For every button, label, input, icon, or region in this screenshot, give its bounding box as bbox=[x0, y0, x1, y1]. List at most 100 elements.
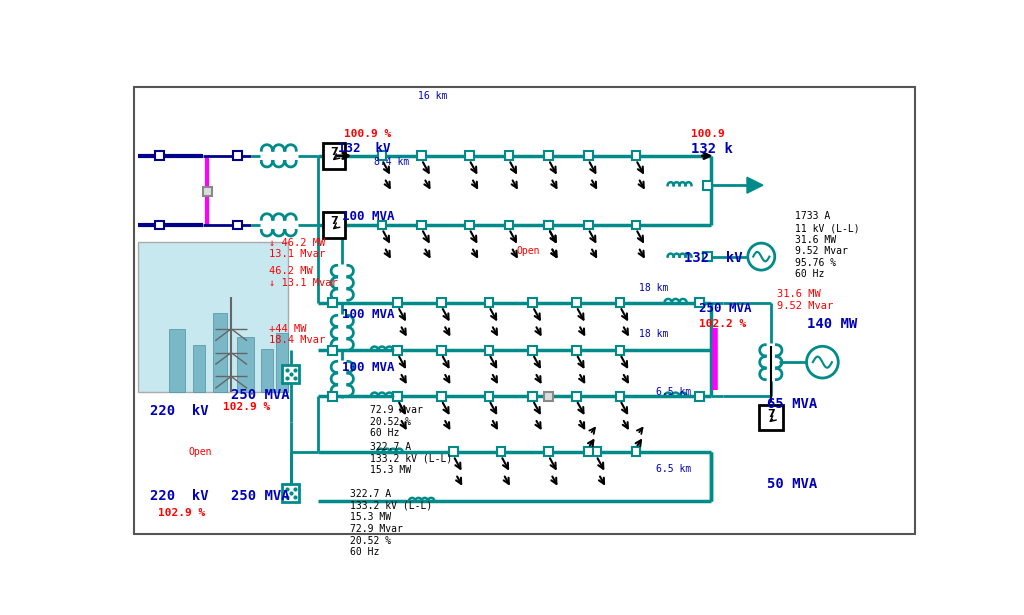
Bar bbox=[282, 365, 299, 383]
Bar bbox=[329, 346, 337, 355]
Text: Open: Open bbox=[188, 447, 212, 457]
Text: 100.9: 100.9 bbox=[691, 129, 725, 140]
Text: 132 k: 132 k bbox=[691, 141, 733, 156]
Text: 140 MW: 140 MW bbox=[807, 317, 857, 331]
Text: 102.2 %: 102.2 % bbox=[699, 319, 746, 329]
Text: 72.9 Mvar
20.52 %
60 Hz: 72.9 Mvar 20.52 % 60 Hz bbox=[370, 405, 423, 438]
Bar bbox=[505, 151, 513, 160]
Text: 31.6 MW
9.52 Mvar: 31.6 MW 9.52 Mvar bbox=[777, 290, 834, 311]
Bar bbox=[544, 151, 553, 160]
Bar bbox=[632, 151, 640, 160]
Bar bbox=[632, 448, 640, 456]
Bar bbox=[695, 392, 703, 400]
Bar bbox=[484, 346, 494, 355]
Bar bbox=[544, 392, 553, 401]
Bar bbox=[528, 298, 538, 307]
Bar bbox=[632, 221, 640, 229]
Bar bbox=[695, 298, 703, 307]
Text: 7: 7 bbox=[331, 216, 338, 226]
Bar bbox=[702, 252, 712, 261]
Bar bbox=[233, 151, 242, 160]
Text: 18 km: 18 km bbox=[639, 284, 669, 293]
Bar bbox=[324, 143, 345, 169]
Bar bbox=[615, 298, 625, 307]
Bar bbox=[584, 151, 593, 160]
Bar bbox=[237, 337, 254, 392]
Bar bbox=[393, 346, 402, 355]
Bar bbox=[544, 448, 553, 456]
Bar bbox=[417, 221, 426, 229]
Bar bbox=[393, 298, 402, 307]
Text: 102.9 %: 102.9 % bbox=[223, 402, 270, 413]
Bar bbox=[572, 392, 581, 400]
Text: 250 MVA: 250 MVA bbox=[231, 387, 290, 402]
Bar bbox=[702, 181, 712, 189]
Text: 220  kV: 220 kV bbox=[151, 490, 209, 503]
Bar bbox=[137, 242, 289, 392]
Text: 250 MVA: 250 MVA bbox=[231, 490, 290, 503]
Text: 322.7 A
133.2 kV (L-L)
15.3 MW: 322.7 A 133.2 kV (L-L) 15.3 MW bbox=[370, 442, 453, 475]
Bar bbox=[437, 298, 445, 307]
Bar bbox=[233, 221, 242, 229]
Bar bbox=[544, 221, 553, 229]
Text: 220  kV: 220 kV bbox=[151, 404, 209, 418]
Bar bbox=[528, 346, 538, 355]
Bar bbox=[497, 448, 506, 456]
Bar bbox=[203, 187, 212, 196]
Text: 46.2 MW
↓ 13.1 Mvar: 46.2 MW ↓ 13.1 Mvar bbox=[269, 266, 338, 288]
Bar bbox=[615, 346, 625, 355]
Text: 100 MVA: 100 MVA bbox=[342, 308, 395, 321]
Bar bbox=[276, 333, 288, 392]
Text: 100 MVA: 100 MVA bbox=[342, 210, 395, 223]
Text: 102.9 %: 102.9 % bbox=[158, 508, 206, 518]
Bar bbox=[324, 212, 345, 237]
Bar bbox=[505, 221, 513, 229]
Bar bbox=[759, 405, 782, 430]
Bar bbox=[169, 329, 185, 392]
Text: 6.5 km: 6.5 km bbox=[655, 386, 691, 397]
Bar bbox=[282, 485, 299, 502]
Bar bbox=[615, 392, 625, 400]
Bar bbox=[592, 448, 601, 456]
Text: 16 km: 16 km bbox=[418, 90, 447, 100]
Text: 18 km: 18 km bbox=[639, 328, 669, 339]
Text: 65 MVA: 65 MVA bbox=[767, 397, 817, 411]
Text: 7: 7 bbox=[331, 147, 338, 157]
Text: 7: 7 bbox=[767, 409, 775, 419]
Bar bbox=[437, 346, 445, 355]
Bar bbox=[213, 313, 227, 392]
Bar bbox=[329, 392, 337, 400]
Bar bbox=[194, 344, 205, 392]
Text: 1733 A
11 kV (L-L)
31.6 MW
9.52 Mvar
95.76 %
60 Hz: 1733 A 11 kV (L-L) 31.6 MW 9.52 Mvar 95.… bbox=[795, 212, 859, 279]
Bar bbox=[484, 392, 494, 400]
Bar bbox=[544, 221, 553, 229]
Bar bbox=[484, 298, 494, 307]
Text: ↓ 46.2 MW
13.1 Mvar: ↓ 46.2 MW 13.1 Mvar bbox=[269, 238, 326, 260]
Bar bbox=[528, 392, 538, 400]
Polygon shape bbox=[748, 177, 763, 193]
Text: 6.5 km: 6.5 km bbox=[655, 464, 691, 474]
Bar bbox=[156, 221, 164, 229]
Text: 132  kV: 132 kV bbox=[338, 142, 391, 155]
Bar bbox=[437, 392, 445, 400]
Text: 50 MVA: 50 MVA bbox=[767, 477, 817, 491]
Text: 8.4 km: 8.4 km bbox=[374, 157, 410, 167]
Text: 322.7 A
133.2 kV (L-L)
15.3 MW
72.9 Mvar
20.52 %
60 Hz: 322.7 A 133.2 kV (L-L) 15.3 MW 72.9 Mvar… bbox=[350, 490, 432, 557]
Bar bbox=[584, 221, 593, 229]
Bar bbox=[378, 151, 386, 160]
Bar bbox=[572, 346, 581, 355]
Bar bbox=[417, 151, 426, 160]
Text: 250 MVA: 250 MVA bbox=[699, 302, 752, 315]
Bar bbox=[378, 221, 386, 229]
Text: 100.9 %: 100.9 % bbox=[344, 129, 391, 140]
Bar bbox=[156, 151, 164, 160]
Bar bbox=[584, 448, 593, 456]
Bar bbox=[465, 151, 474, 160]
Text: 100 MVA: 100 MVA bbox=[342, 361, 395, 374]
Bar bbox=[329, 298, 337, 307]
Text: Open: Open bbox=[517, 246, 541, 256]
Bar bbox=[260, 349, 273, 392]
Bar bbox=[449, 448, 458, 456]
Bar bbox=[572, 298, 581, 307]
Bar bbox=[465, 221, 474, 229]
